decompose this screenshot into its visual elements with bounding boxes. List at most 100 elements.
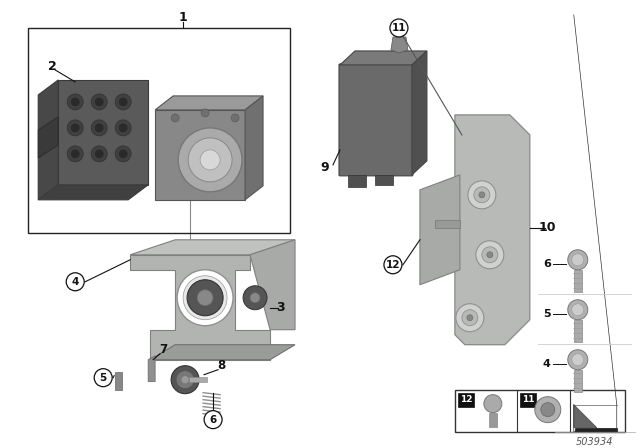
- Circle shape: [541, 403, 555, 417]
- Polygon shape: [245, 96, 263, 200]
- Bar: [458, 392, 474, 407]
- Text: 12: 12: [460, 395, 472, 404]
- Circle shape: [197, 290, 213, 306]
- Circle shape: [95, 124, 103, 132]
- Circle shape: [474, 187, 490, 203]
- Polygon shape: [38, 185, 148, 200]
- Circle shape: [91, 146, 107, 162]
- Polygon shape: [58, 80, 148, 185]
- Text: 6: 6: [543, 259, 551, 269]
- Circle shape: [91, 120, 107, 136]
- Text: 5: 5: [543, 309, 550, 319]
- Circle shape: [71, 150, 79, 158]
- Circle shape: [178, 128, 242, 192]
- Circle shape: [115, 120, 131, 136]
- Circle shape: [468, 181, 496, 209]
- Polygon shape: [574, 405, 596, 428]
- Circle shape: [119, 98, 127, 106]
- Circle shape: [188, 138, 232, 182]
- Circle shape: [456, 304, 484, 332]
- Bar: [574, 370, 582, 392]
- Bar: [375, 175, 393, 185]
- Polygon shape: [412, 51, 427, 175]
- Circle shape: [115, 94, 131, 110]
- Text: 11: 11: [392, 23, 406, 33]
- Text: 6: 6: [209, 415, 217, 425]
- Circle shape: [568, 350, 588, 370]
- Circle shape: [181, 376, 189, 383]
- Circle shape: [201, 109, 209, 117]
- Text: 5: 5: [100, 373, 107, 383]
- Bar: [574, 270, 582, 292]
- Bar: [574, 320, 582, 342]
- Bar: [455, 390, 625, 431]
- Polygon shape: [455, 115, 530, 345]
- Polygon shape: [38, 117, 58, 158]
- Circle shape: [572, 254, 584, 266]
- Text: 2: 2: [48, 60, 56, 73]
- Circle shape: [95, 98, 103, 106]
- Circle shape: [67, 120, 83, 136]
- Polygon shape: [155, 96, 263, 110]
- Polygon shape: [115, 372, 122, 390]
- Polygon shape: [130, 240, 295, 255]
- Circle shape: [479, 192, 485, 198]
- FancyBboxPatch shape: [339, 64, 413, 176]
- Circle shape: [568, 300, 588, 320]
- Bar: [189, 377, 207, 382]
- Circle shape: [91, 94, 107, 110]
- Circle shape: [572, 354, 584, 366]
- Text: 9: 9: [321, 161, 330, 174]
- Text: 1: 1: [179, 12, 188, 25]
- Text: 12: 12: [386, 260, 400, 270]
- Bar: [28, 28, 290, 233]
- Circle shape: [67, 146, 83, 162]
- Circle shape: [71, 124, 79, 132]
- Circle shape: [95, 150, 103, 158]
- Circle shape: [243, 286, 267, 310]
- Circle shape: [71, 98, 79, 106]
- Bar: [489, 413, 497, 426]
- Polygon shape: [391, 37, 408, 53]
- Polygon shape: [340, 51, 427, 65]
- Circle shape: [171, 114, 179, 122]
- Text: 8: 8: [217, 359, 225, 372]
- Circle shape: [482, 247, 498, 263]
- Bar: [435, 220, 460, 228]
- Text: 4: 4: [543, 359, 551, 369]
- Text: 11: 11: [522, 395, 534, 404]
- Polygon shape: [130, 255, 270, 360]
- Polygon shape: [148, 356, 155, 382]
- Circle shape: [94, 369, 112, 387]
- Circle shape: [568, 250, 588, 270]
- Circle shape: [176, 370, 194, 389]
- Circle shape: [250, 293, 260, 303]
- Polygon shape: [150, 345, 295, 360]
- Circle shape: [66, 273, 84, 291]
- Text: 7: 7: [159, 343, 167, 356]
- Circle shape: [384, 256, 402, 274]
- Circle shape: [119, 124, 127, 132]
- Circle shape: [476, 241, 504, 269]
- Text: 4: 4: [72, 277, 79, 287]
- Circle shape: [187, 280, 223, 316]
- Text: 3: 3: [276, 301, 284, 314]
- Polygon shape: [420, 175, 460, 285]
- Circle shape: [200, 150, 220, 170]
- Circle shape: [115, 146, 131, 162]
- Circle shape: [467, 315, 473, 321]
- Text: 503934: 503934: [576, 437, 614, 447]
- Circle shape: [177, 270, 233, 326]
- Circle shape: [119, 150, 127, 158]
- Circle shape: [231, 114, 239, 122]
- Circle shape: [484, 395, 502, 413]
- Polygon shape: [38, 80, 58, 200]
- Circle shape: [204, 411, 222, 429]
- Circle shape: [487, 252, 493, 258]
- Polygon shape: [250, 240, 295, 330]
- Bar: [520, 392, 536, 407]
- Circle shape: [390, 19, 408, 37]
- Circle shape: [572, 304, 584, 316]
- Circle shape: [462, 310, 478, 326]
- Circle shape: [535, 396, 561, 422]
